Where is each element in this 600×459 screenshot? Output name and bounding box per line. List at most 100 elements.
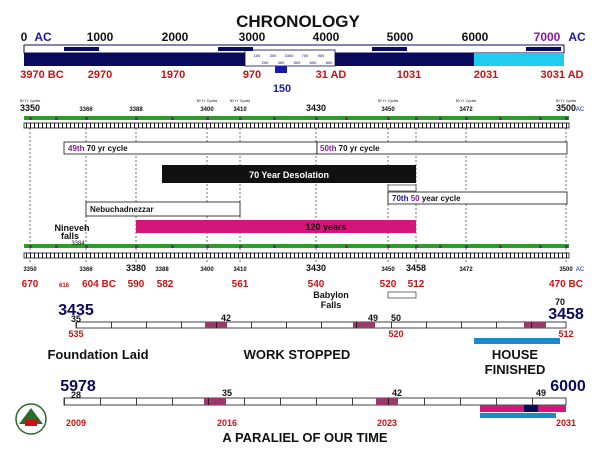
temple-divider xyxy=(111,322,112,328)
ruler-tick xyxy=(70,123,71,128)
ruler-tick xyxy=(426,253,427,258)
ruler-tick xyxy=(454,123,455,128)
ruler-tick xyxy=(26,123,27,128)
inner-scale-top-label: 300 xyxy=(270,53,277,58)
ruler-tick xyxy=(230,253,231,258)
ruler-tick xyxy=(206,123,207,128)
cycle-dot xyxy=(539,245,542,248)
ruler-tick xyxy=(294,123,295,128)
bc-ad-year-label: 970 xyxy=(243,69,261,81)
upper-year-label: 3450 xyxy=(381,107,395,113)
temple-divider xyxy=(531,322,532,328)
lower-year-label: 3410 xyxy=(233,267,247,273)
modern-divider xyxy=(280,398,281,405)
modern-divider xyxy=(208,398,209,405)
ruler-tick xyxy=(54,253,55,258)
cycle-dot xyxy=(499,245,502,248)
ruler-tick xyxy=(298,123,299,128)
ruler-tick xyxy=(306,253,307,258)
ruler-tick xyxy=(546,253,547,258)
ruler-tick xyxy=(134,253,135,258)
ruler-tick xyxy=(266,123,267,128)
ruler-tick xyxy=(162,123,163,128)
ruler-tick xyxy=(190,253,191,258)
ruler-tick xyxy=(306,123,307,128)
cycle-dot xyxy=(439,117,442,120)
ruler-tick xyxy=(170,253,171,258)
ruler-tick xyxy=(350,123,351,128)
ruler-tick xyxy=(438,253,439,258)
ruler-tick xyxy=(434,253,435,258)
ruler-tick xyxy=(494,253,495,258)
ruler-tick xyxy=(342,123,343,128)
ruler-tick xyxy=(98,253,99,258)
inner-scale-bottom-label: 200 xyxy=(262,60,269,65)
cycle-dot xyxy=(171,117,174,120)
ac-year-label: 4000 xyxy=(313,30,340,44)
ruler-tick xyxy=(410,123,411,128)
ruler-tick xyxy=(270,123,271,128)
ruler-tick xyxy=(390,253,391,258)
ruler-tick xyxy=(286,123,287,128)
cycle-dot xyxy=(55,245,58,248)
ruler-tick xyxy=(458,123,459,128)
inner-scale-top-label: 900 xyxy=(318,53,325,58)
ruler-tick xyxy=(358,123,359,128)
ruler-tick xyxy=(258,123,259,128)
ruler-tick xyxy=(262,253,263,258)
ruler-tick xyxy=(538,123,539,128)
ruler-tick xyxy=(502,123,503,128)
ruler-tick xyxy=(150,123,151,128)
ruler-tick xyxy=(198,253,199,258)
modern-year-red: 2016 xyxy=(217,418,237,428)
house-finished-bar xyxy=(474,338,560,344)
ac-year-label: 5000 xyxy=(387,30,414,44)
ruler-tick xyxy=(482,253,483,258)
ruler-tick xyxy=(518,123,519,128)
modern-year-bar xyxy=(63,397,567,406)
ac-year-label: 2000 xyxy=(162,30,189,44)
ruler-tick xyxy=(474,253,475,258)
ruler-tick xyxy=(478,123,479,128)
ruler-tick xyxy=(446,123,447,128)
ruler-tick xyxy=(418,123,419,128)
ruler-tick xyxy=(170,123,171,128)
ruler-tick xyxy=(54,123,55,128)
temple-right-small: 70 xyxy=(555,297,565,307)
ruler-tick xyxy=(138,253,139,258)
modern-divider xyxy=(244,398,245,405)
ruler-tick xyxy=(430,253,431,258)
ruler-tick xyxy=(526,123,527,128)
temple-divider xyxy=(251,322,252,328)
ruler-tick xyxy=(102,123,103,128)
ruler-tick xyxy=(58,123,59,128)
cycle-small-label: 50 Yr. Cycles xyxy=(378,99,399,103)
ruler-tick xyxy=(70,253,71,258)
temple-left-small: 35 xyxy=(71,314,81,324)
modern-divider xyxy=(136,398,137,405)
lower-year-label: 3458 xyxy=(406,263,426,273)
ruler-tick xyxy=(258,253,259,258)
ruler-tick xyxy=(202,123,203,128)
cycle-70-box xyxy=(387,191,568,205)
ruler-tick xyxy=(414,123,415,128)
ruler-tick xyxy=(66,253,67,258)
modern-divider xyxy=(496,398,497,405)
ruler-tick xyxy=(178,253,179,258)
lower-year-label: 3430 xyxy=(306,263,326,273)
modern-mark-42 xyxy=(376,398,398,405)
ruler-tick xyxy=(530,123,531,128)
finished-label: FINISHED xyxy=(485,362,546,377)
ruler-tick xyxy=(490,123,491,128)
ruler-tick xyxy=(174,253,175,258)
ruler-tick xyxy=(114,123,115,128)
ac-year-label: 3000 xyxy=(239,30,266,44)
upper-year-label: 3500 xyxy=(556,103,576,113)
babylon-falls-label: Falls xyxy=(321,300,342,310)
ruler-tick xyxy=(358,253,359,258)
ruler-tick xyxy=(50,123,51,128)
upper-year-ruler xyxy=(23,122,570,129)
cycle-dot xyxy=(539,117,542,120)
temple-mark-49 xyxy=(353,322,375,328)
